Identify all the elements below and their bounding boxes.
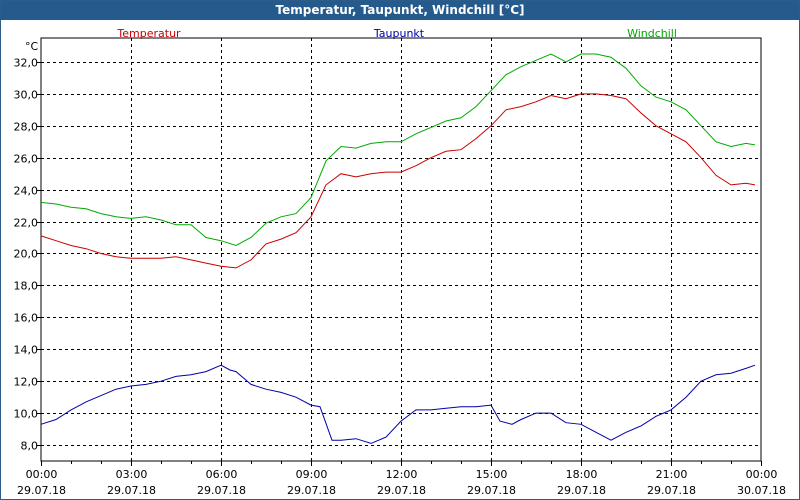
- legend-taupunkt: Taupunkt: [373, 27, 425, 40]
- y-tick-label: 16,0: [14, 312, 39, 325]
- x-tick-label-time: 18:00: [566, 468, 598, 481]
- x-tick-label-date: 29.07.18: [17, 484, 66, 497]
- x-tick-label-time: 00:00: [26, 468, 58, 481]
- x-tick-label-date: 29.07.18: [557, 484, 606, 497]
- x-tick-label-time: 06:00: [206, 468, 238, 481]
- window-title: Temperatur, Taupunkt, Windchill [°C]: [1, 1, 799, 20]
- x-tick-label-date: 29.07.18: [107, 484, 156, 497]
- y-axis-label: °C: [25, 40, 39, 53]
- x-tick-label-date: 29.07.18: [197, 484, 246, 497]
- y-tick-label: 12,0: [14, 376, 39, 389]
- legend-temperatur: Temperatur: [116, 27, 181, 40]
- y-tick-label: 14,0: [14, 344, 39, 357]
- x-tick-label-time: 03:00: [116, 468, 148, 481]
- x-tick-label-date: 29.07.18: [647, 484, 696, 497]
- y-tick-label: 26,0: [14, 153, 39, 166]
- y-tick-label: 8,0: [21, 440, 39, 453]
- y-tick-label: 32,0: [14, 57, 39, 70]
- x-tick-label-time: 15:00: [476, 468, 508, 481]
- series-line-windchill: [40, 53, 756, 247]
- x-tick-label-date: 29.07.18: [467, 484, 516, 497]
- x-tick-label-time: 00:00: [746, 468, 778, 481]
- x-tick-label-date: 30.07.18: [737, 484, 786, 497]
- y-tick-label: 20,0: [14, 248, 39, 261]
- x-tick-label-time: 21:00: [656, 468, 688, 481]
- x-tick-label-time: 12:00: [386, 468, 418, 481]
- y-tick-label: 22,0: [14, 217, 39, 230]
- series-line-temperatur: [40, 93, 756, 269]
- x-tick-label-date: 29.07.18: [377, 484, 426, 497]
- y-tick-label: 24,0: [14, 185, 39, 198]
- line-chart: 8,0 10,0 12,0 14,0 16,0 18,0 20,0 22,0 24,0 26,0 2…: [14, 27, 786, 497]
- y-tick-label: 18,0: [14, 280, 39, 293]
- y-tick-label: 30,0: [14, 89, 39, 102]
- y-tick-label: 28,0: [14, 121, 39, 134]
- legend-windchill: Windchill: [627, 27, 677, 40]
- x-tick-label-time: 09:00: [296, 468, 328, 481]
- y-tick-label: 10,0: [14, 408, 39, 421]
- series-line-taupunkt: [40, 364, 756, 444]
- x-tick-label-date: 29.07.18: [287, 484, 336, 497]
